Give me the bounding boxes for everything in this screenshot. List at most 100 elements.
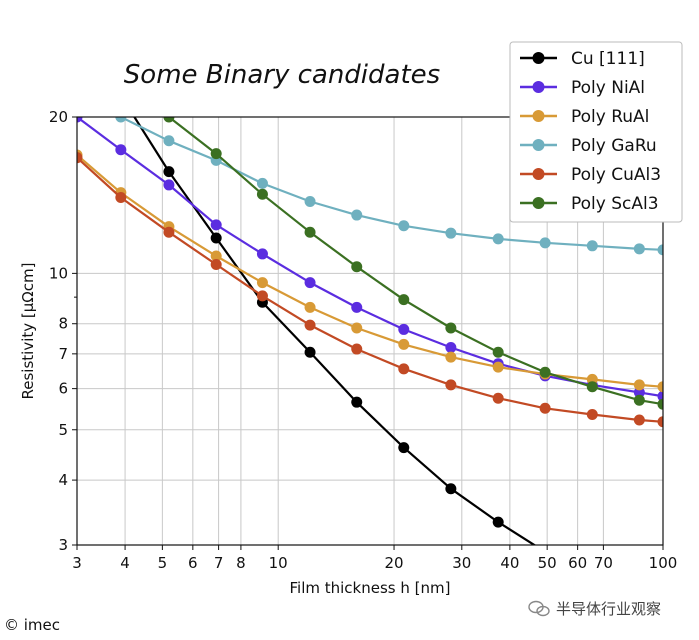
data-point-poly-nial [115, 144, 127, 156]
y-tick-label: 7 [58, 345, 68, 363]
data-point-poly-cual3 [115, 191, 127, 203]
series-line-poly-cual3 [77, 156, 663, 423]
x-tick-label: 7 [214, 554, 224, 572]
data-point-poly-garu [633, 243, 645, 255]
data-point-poly-scal3 [492, 346, 504, 358]
data-point-poly-scal3 [304, 226, 316, 238]
data-point-poly-rual [657, 381, 663, 393]
data-point-poly-garu [351, 209, 363, 221]
series-line-cu-111 [133, 117, 537, 545]
data-point-cu-111 [304, 346, 316, 358]
legend-marker-poly-scal3 [532, 197, 545, 209]
data-point-poly-scal3 [210, 148, 222, 160]
legend-label-poly-nial: Poly NiAl [571, 78, 645, 98]
data-point-poly-scal3 [633, 394, 645, 406]
x-tick-label: 20 [384, 554, 403, 572]
legend-marker-poly-nial [532, 81, 545, 93]
legend-label-cu-111: Cu [111] [571, 49, 645, 69]
x-tick-label: 40 [500, 554, 519, 572]
data-point-poly-nial [445, 341, 457, 353]
plot-frame [76, 116, 664, 546]
data-point-poly-scal3 [657, 398, 663, 410]
watermark-text: 半导体行业观察 [556, 600, 662, 618]
data-point-poly-rual [256, 277, 268, 289]
data-point-poly-rual [445, 351, 457, 363]
y-tick-label: 4 [58, 471, 68, 489]
data-point-poly-cual3 [586, 408, 598, 420]
data-point-poly-scal3 [163, 117, 175, 123]
y-tick-label: 10 [49, 264, 68, 282]
data-point-poly-garu [445, 227, 457, 239]
data-point-poly-cual3 [256, 290, 268, 302]
data-point-poly-garu [398, 220, 410, 232]
data-point-poly-cual3 [77, 152, 83, 164]
y-tick-label: 5 [58, 421, 68, 439]
data-point-poly-cual3 [163, 226, 175, 238]
data-point-cu-111 [492, 516, 504, 528]
legend: Cu [111] Poly NiAl Poly RuAl Poly GaRu Poly … [509, 41, 683, 223]
data-point-poly-scal3 [351, 261, 363, 273]
data-point-poly-cual3 [304, 319, 316, 331]
data-point-poly-scal3 [256, 188, 268, 200]
data-point-poly-rual [210, 250, 222, 262]
data-point-poly-cual3 [492, 392, 504, 404]
data-point-poly-cual3 [398, 363, 410, 375]
data-point-poly-cual3 [657, 416, 663, 428]
x-tick-label: 3 [72, 554, 82, 572]
data-point-cu-111 [351, 396, 363, 408]
data-point-poly-rual [304, 301, 316, 313]
y-tick-label: 8 [58, 315, 68, 333]
data-point-poly-garu [657, 244, 663, 256]
data-point-poly-scal3 [539, 366, 551, 378]
x-tick-label: 6 [188, 554, 198, 572]
legend-marker-poly-rual [532, 110, 545, 122]
data-point-poly-garu [539, 237, 551, 249]
data-point-poly-nial [304, 277, 316, 289]
chart-title: Some Binary candidates [124, 60, 440, 90]
copyright-credit: © imec [4, 616, 61, 634]
data-point-poly-rual [398, 338, 410, 350]
x-tick-label: 100 [649, 554, 678, 572]
legend-label-poly-garu: Poly GaRu [571, 136, 657, 156]
data-point-poly-nial [210, 219, 222, 231]
data-point-poly-nial [77, 117, 83, 123]
y-tick-label: 6 [58, 380, 68, 398]
x-tick-label: 10 [269, 554, 288, 572]
y-axis-label: Resistivity [µΩcm] [19, 263, 37, 400]
x-axis-label: Film thickness h [nm] [290, 579, 451, 597]
data-point-poly-nial [163, 179, 175, 191]
data-point-poly-nial [256, 248, 268, 260]
data-point-poly-cual3 [210, 259, 222, 271]
legend-label-poly-cual3: Poly CuAl3 [571, 165, 661, 185]
legend-label-poly-scal3: Poly ScAl3 [571, 194, 659, 214]
watermark: 半导体行业观察 [528, 598, 661, 619]
data-point-poly-scal3 [445, 322, 457, 334]
data-point-poly-nial [633, 386, 645, 398]
data-point-poly-rual [351, 322, 363, 334]
data-point-cu-111 [445, 483, 457, 495]
data-point-poly-garu [492, 233, 504, 245]
data-point-poly-cual3 [445, 379, 457, 391]
data-point-poly-cual3 [633, 414, 645, 426]
data-point-poly-rual [633, 379, 645, 391]
series-line-poly-rual [77, 154, 663, 388]
legend-marker-poly-cual3 [532, 168, 545, 180]
wechat-logo-icon [528, 600, 550, 616]
legend-label-poly-rual: Poly RuAl [571, 107, 649, 127]
legend-marker-cu-111 [532, 52, 545, 64]
data-point-poly-garu [304, 196, 316, 208]
data-point-cu-111 [163, 166, 175, 178]
series-line-poly-scal3 [168, 117, 663, 406]
series-layer [77, 117, 663, 545]
data-point-poly-nial [351, 301, 363, 313]
x-tick-label: 60 [568, 554, 587, 572]
data-point-poly-cual3 [351, 343, 363, 355]
data-point-poly-garu [163, 135, 175, 147]
x-tick-label: 30 [452, 554, 471, 572]
x-tick-label: 50 [538, 554, 557, 572]
data-point-poly-rual [492, 361, 504, 373]
data-point-poly-nial [398, 323, 410, 335]
x-tick-label: 5 [158, 554, 168, 572]
data-point-poly-garu [115, 117, 127, 123]
